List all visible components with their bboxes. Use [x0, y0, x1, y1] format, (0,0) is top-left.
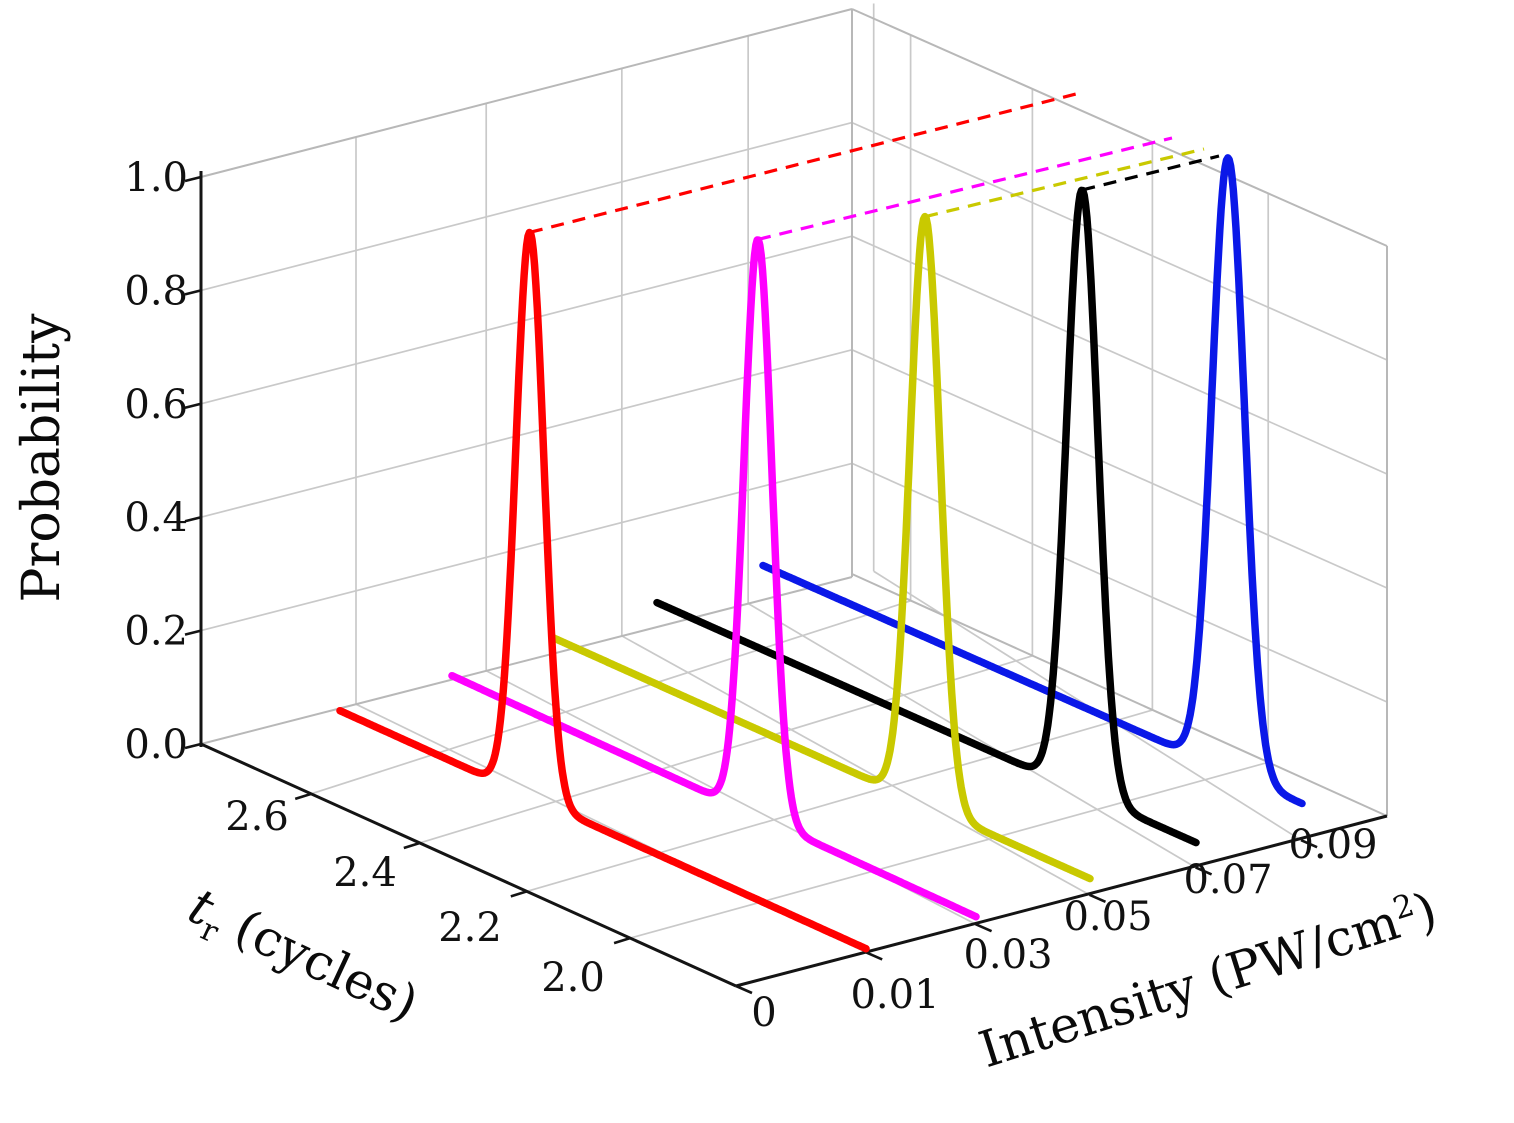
intensity-axis-tick-label: 0.01 [850, 972, 939, 1018]
z-axis-tick-label: 0.8 [124, 268, 188, 314]
data-curves [336, 154, 1306, 953]
tr-axis-tick-label: 2.4 [333, 850, 397, 896]
z-axis-tick-label: 0.2 [124, 609, 188, 655]
series-curve-4 [653, 186, 1200, 847]
z-axis-tick-label: 1.0 [124, 155, 188, 201]
tick-marks [184, 175, 1318, 995]
z-axis-label: Probability [12, 313, 72, 603]
z-axis-tick-label: 0.4 [124, 495, 188, 541]
grid-zline-right-wall [851, 121, 1388, 361]
intensity-axis-tick-label: 0 [751, 990, 776, 1036]
z-axis-tick [184, 175, 202, 183]
tick-labels: 0.00.20.40.60.81.02.02.22.42.60 0.010.030… [124, 155, 1377, 1036]
intensity-axis-tick-label: 0.09 [1288, 822, 1377, 868]
peak-guide-dashed-3 [924, 147, 1205, 219]
grid-floor-tr-line [310, 600, 911, 795]
intensity-axis-tick-label: 0.03 [963, 932, 1052, 978]
grid-zline-left-wall [200, 462, 853, 632]
intensity-axis-tick-label: 0.05 [1063, 894, 1152, 940]
edge-top-right [851, 8, 1388, 247]
edge-floor-back-left [200, 576, 853, 745]
intensity-axis-tick [735, 984, 753, 995]
intensity-axis-tick-label: 0.07 [1183, 857, 1272, 903]
edge-floor-back-right [851, 573, 1388, 817]
axes-lines [199, 171, 1388, 988]
tr-axis-tick [613, 936, 631, 945]
series-curve-5 [759, 154, 1306, 808]
grid-floor-intensity-line [621, 635, 1090, 896]
tr-axis-tick [294, 792, 312, 801]
grid-zline-left-wall [200, 121, 853, 292]
z-axis-tick [184, 402, 202, 410]
z-axis-tick-label: 0.0 [124, 722, 188, 768]
peak-guide-dashed-2 [757, 136, 1173, 241]
series-curve-2 [448, 236, 980, 921]
intensity-axis-tick [1300, 838, 1318, 849]
tr-axis-tick-label: 2.2 [438, 905, 502, 951]
intensity-axis-tick [865, 951, 883, 961]
series-curve-3 [549, 212, 1094, 883]
peak-guide-dashed-4 [1081, 154, 1220, 192]
intensity-axis-tick [975, 922, 993, 933]
box-edges [200, 8, 1388, 817]
tr-axis-tick-label: 2.6 [225, 794, 289, 840]
z-axis-tick [184, 289, 202, 296]
series-curve-1 [336, 228, 870, 953]
grid-floor-tr-line [629, 761, 1269, 939]
peak-guide-dashed-1 [529, 91, 1081, 234]
tr-axis-tick-label: 2.0 [541, 955, 605, 1001]
peak-guide-dashed-lines [529, 91, 1220, 241]
grid-zline-right-wall [851, 462, 1388, 703]
z-axis-tick-label: 0.6 [124, 382, 188, 428]
grid-zline-left-wall [200, 235, 853, 405]
intensity-axis-line [735, 814, 1388, 988]
intensity-axis-tick [1088, 893, 1107, 903]
grid-zline-right-wall [851, 349, 1388, 589]
grid-zline-right-wall [851, 235, 1388, 475]
grid-zline-left-wall [200, 348, 853, 519]
z-axis-tick [184, 742, 202, 750]
z-axis-tick [184, 629, 202, 636]
grid-floor-intensity-line [747, 602, 1197, 869]
tr-axis-line [200, 742, 737, 988]
edge-top-left [200, 8, 853, 178]
tr-axis-tick [403, 841, 421, 850]
tr-axis-tick [510, 890, 528, 898]
intensity-axis-tick [1195, 866, 1213, 876]
z-axis-tick [184, 515, 202, 523]
